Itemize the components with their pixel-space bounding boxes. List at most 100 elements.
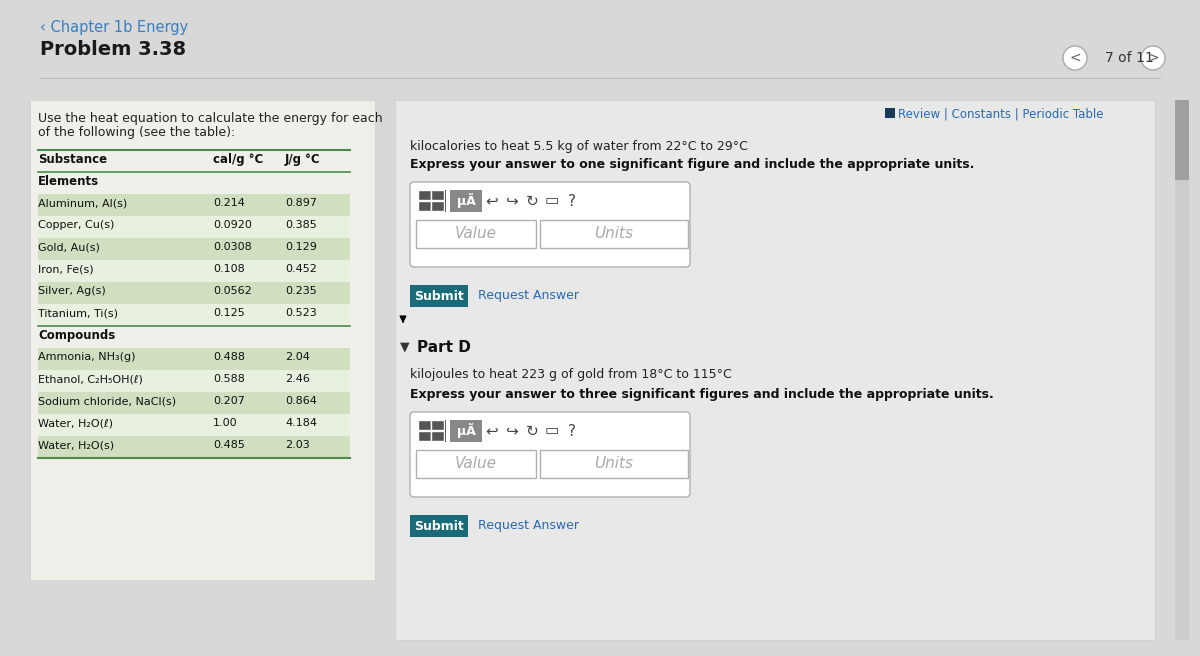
FancyBboxPatch shape [410, 412, 690, 497]
Text: 0.897: 0.897 [286, 198, 317, 208]
Text: 0.0562: 0.0562 [214, 286, 252, 296]
Text: Substance: Substance [38, 153, 107, 166]
Text: Problem 3.38: Problem 3.38 [40, 40, 186, 59]
Text: 0.485: 0.485 [214, 440, 245, 450]
Bar [38, 348, 350, 370]
Text: ↩: ↩ [486, 424, 498, 438]
Text: Request Answer: Request Answer [478, 520, 580, 533]
Bar [395, 100, 1154, 640]
Bar [1175, 100, 1189, 180]
Text: Titanium, Ti(s): Titanium, Ti(s) [38, 308, 118, 318]
Text: 2.04: 2.04 [286, 352, 310, 362]
Text: Use the heat equation to calculate the energy for each: Use the heat equation to calculate the e… [38, 112, 383, 125]
Bar [418, 420, 446, 442]
Text: Sodium chloride, NaCl(s): Sodium chloride, NaCl(s) [38, 396, 176, 406]
Text: Elements: Elements [38, 175, 100, 188]
Bar [38, 282, 350, 304]
Text: kilocalories to heat 5.5 kg of water from 22°C to 29°C: kilocalories to heat 5.5 kg of water fro… [410, 140, 748, 153]
Text: 0.0920: 0.0920 [214, 220, 252, 230]
Bar [418, 190, 446, 212]
Bar [0, 0, 1200, 100]
Bar [418, 190, 431, 200]
Text: >: > [1147, 51, 1159, 65]
Text: ↻: ↻ [526, 424, 539, 438]
Text: μÃ: μÃ [456, 194, 475, 209]
Text: Silver, Ag(s): Silver, Ag(s) [38, 286, 106, 296]
Text: 0.214: 0.214 [214, 198, 245, 208]
Bar [410, 515, 468, 537]
Text: 0.385: 0.385 [286, 220, 317, 230]
Bar [416, 450, 536, 478]
Text: 4.184: 4.184 [286, 418, 317, 428]
Bar [886, 108, 895, 118]
Text: 0.129: 0.129 [286, 242, 317, 252]
Text: 2.46: 2.46 [286, 374, 310, 384]
Bar [450, 420, 482, 442]
Text: ↩: ↩ [486, 194, 498, 209]
Text: 0.523: 0.523 [286, 308, 317, 318]
Text: 0.108: 0.108 [214, 264, 245, 274]
Text: 7 of 11: 7 of 11 [1105, 51, 1153, 65]
Text: Gold, Au(s): Gold, Au(s) [38, 242, 100, 252]
Text: ↪: ↪ [505, 424, 518, 438]
Text: ▭: ▭ [545, 424, 559, 438]
Bar [416, 220, 536, 248]
Bar [431, 431, 444, 441]
Bar [38, 238, 350, 260]
Bar [38, 304, 350, 326]
Text: cal/g °C: cal/g °C [214, 153, 263, 166]
Text: <: < [1069, 51, 1081, 65]
Bar [418, 420, 431, 430]
Circle shape [1063, 46, 1087, 70]
Bar [38, 216, 350, 238]
Text: Ethanol, C₂H₅OH(ℓ): Ethanol, C₂H₅OH(ℓ) [38, 374, 143, 384]
Text: kilojoules to heat 223 g of gold from 18°C to 115°C: kilojoules to heat 223 g of gold from 18… [410, 368, 732, 381]
Text: 0.864: 0.864 [286, 396, 317, 406]
Text: Compounds: Compounds [38, 329, 115, 342]
Text: ▼: ▼ [400, 340, 409, 353]
Text: Express your answer to one significant figure and include the appropriate units.: Express your answer to one significant f… [410, 158, 974, 171]
Text: Copper, Cu(s): Copper, Cu(s) [38, 220, 114, 230]
Bar [450, 190, 482, 212]
Text: Units: Units [594, 226, 634, 241]
Text: ‹ Chapter 1b Energy: ‹ Chapter 1b Energy [40, 20, 188, 35]
Text: 0.207: 0.207 [214, 396, 245, 406]
FancyBboxPatch shape [410, 182, 690, 267]
Bar [30, 100, 374, 580]
Text: Review | Constants | Periodic Table: Review | Constants | Periodic Table [898, 108, 1104, 121]
Text: Submit: Submit [414, 520, 464, 533]
Bar [38, 370, 350, 392]
Bar [410, 285, 468, 307]
Bar [38, 392, 350, 414]
Text: ↪: ↪ [505, 194, 518, 209]
Text: 1.00: 1.00 [214, 418, 238, 428]
Bar [38, 194, 350, 216]
Text: Ammonia, NH₃(g): Ammonia, NH₃(g) [38, 352, 136, 362]
Bar [540, 220, 688, 248]
Text: 0.588: 0.588 [214, 374, 245, 384]
Text: 0.0308: 0.0308 [214, 242, 252, 252]
Text: 0.125: 0.125 [214, 308, 245, 318]
Bar [540, 450, 688, 478]
Text: Water, H₂O(s): Water, H₂O(s) [38, 440, 114, 450]
Text: 2.03: 2.03 [286, 440, 310, 450]
Text: Express your answer to three significant figures and include the appropriate uni: Express your answer to three significant… [410, 388, 994, 401]
Text: of the following (see the table):: of the following (see the table): [38, 126, 235, 139]
Text: ↻: ↻ [526, 194, 539, 209]
Text: Submit: Submit [414, 289, 464, 302]
Bar [418, 201, 431, 211]
Text: μÃ: μÃ [456, 424, 475, 438]
Text: Value: Value [455, 457, 497, 472]
Text: ?: ? [568, 424, 576, 438]
Bar [38, 436, 350, 458]
Text: Water, H₂O(ℓ): Water, H₂O(ℓ) [38, 418, 113, 428]
Bar [431, 190, 444, 200]
Text: Units: Units [594, 457, 634, 472]
Bar [38, 260, 350, 282]
Text: Aluminum, Al(s): Aluminum, Al(s) [38, 198, 127, 208]
Bar [1175, 100, 1189, 640]
Text: J/g °C: J/g °C [286, 153, 320, 166]
Text: Iron, Fe(s): Iron, Fe(s) [38, 264, 94, 274]
Text: Value: Value [455, 226, 497, 241]
Text: ▭: ▭ [545, 194, 559, 209]
